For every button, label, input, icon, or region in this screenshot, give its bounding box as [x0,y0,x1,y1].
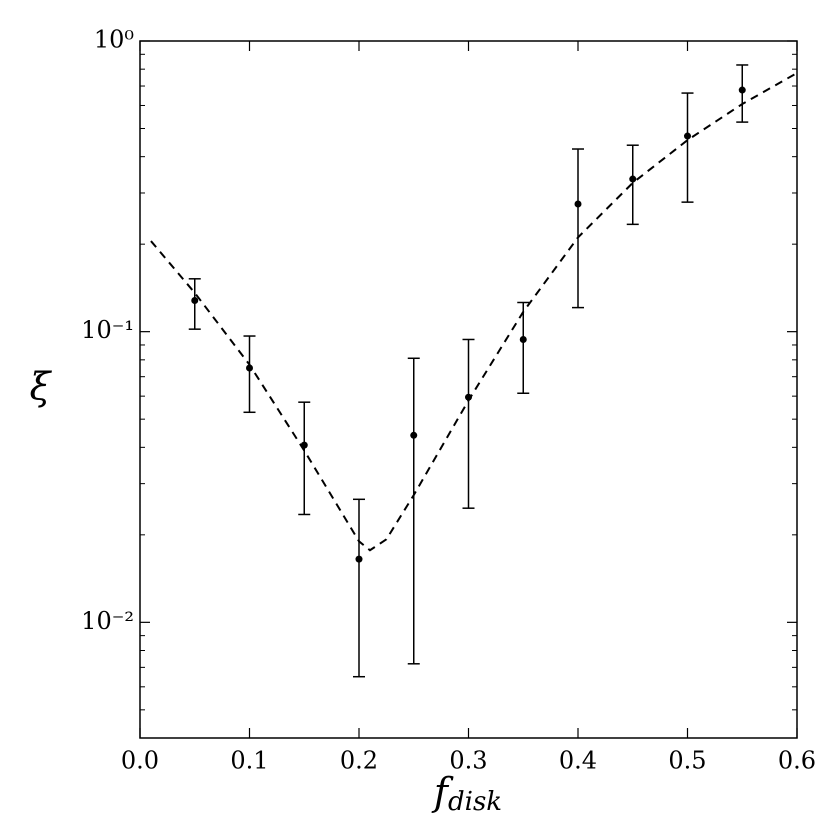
point [574,200,582,208]
point [355,555,363,563]
point [410,431,418,439]
x-tick-label: 0.6 [778,747,816,775]
point [684,132,691,140]
point [629,175,637,183]
x-axis-label-sub: disk [448,787,502,817]
x-axis-label: fdisk [431,770,502,818]
x-tick-label: 0.0 [121,747,159,775]
point [519,335,527,343]
x-tick-label: 0.3 [449,747,487,775]
y-axis-label: ξ [30,365,53,409]
fit-line [150,72,798,552]
x-tick-label: 0.2 [340,747,378,775]
x-tick-label: 0.5 [668,747,706,775]
y-tick-label: 10⁻¹ [81,316,134,344]
point [738,86,746,94]
y-tick-label: 10⁻² [81,607,134,635]
x-tick-label: 0.4 [559,747,597,775]
y-tick-label: 10⁰ [94,26,134,54]
point [191,297,199,305]
x-tick-label: 0.1 [230,747,268,775]
